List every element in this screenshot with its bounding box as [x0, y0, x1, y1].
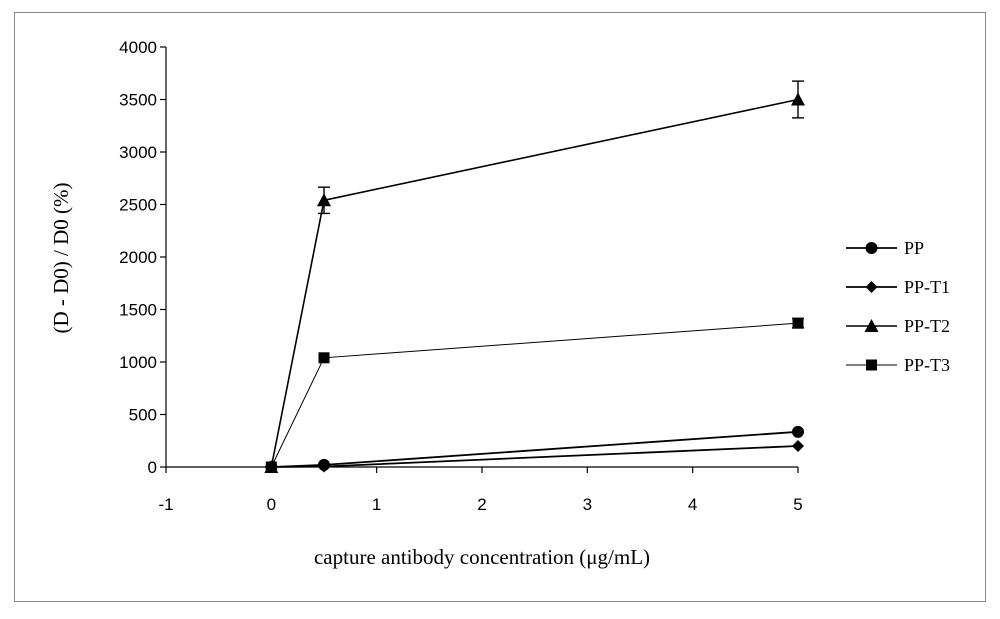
y-tick-label: 3000: [119, 143, 157, 162]
legend-marker-circle: [865, 242, 878, 254]
y-tick-label: 2500: [119, 196, 157, 215]
series-line: [270, 98, 799, 468]
x-tick-label: 3: [583, 495, 592, 514]
data-point-square: [318, 352, 330, 364]
legend-label: PP-T3: [904, 355, 950, 375]
series-pp-t1: [265, 440, 804, 473]
data-point-triangle: [791, 92, 805, 106]
x-tick-label: 1: [372, 495, 381, 514]
data-point-triangle: [317, 193, 331, 207]
series-layer: [264, 80, 805, 473]
x-tick-label: 0: [267, 495, 276, 514]
x-axis-title: capture antibody concentration (μg/mL): [314, 545, 650, 569]
legend-entry-pp-t3: PP-T3: [846, 355, 950, 375]
legend-entry-pp: PP: [846, 238, 924, 258]
legend-label: PP-T1: [904, 277, 950, 297]
data-point-circle: [792, 425, 804, 438]
legend-label: PP: [904, 238, 924, 258]
x-tick-label: 4: [688, 495, 697, 514]
legend-marker-diamond: [865, 281, 878, 293]
x-tick-label: 2: [477, 495, 486, 514]
data-point-diamond: [792, 440, 804, 452]
x-tick-label: 5: [793, 495, 802, 514]
series-line: [270, 322, 799, 468]
data-point-diamond: [318, 460, 330, 473]
y-tick-label: 500: [129, 406, 157, 425]
y-axis-title: (D - D0) / D0 (%): [49, 182, 73, 333]
y-tick-label: 0: [148, 458, 157, 477]
legend-marker-square: [866, 359, 877, 371]
y-tick-label: 1500: [119, 301, 157, 320]
series-pp-t2: [264, 80, 805, 473]
y-tick-label: 4000: [119, 38, 157, 57]
chart-frame: [14, 12, 986, 602]
legend-marker-triangle: [864, 319, 879, 332]
legend: PP PP-T1 PP-T2 PP-T3: [846, 238, 950, 375]
legend-entry-pp-t1: PP-T1: [846, 277, 950, 297]
y-tick-label: 3500: [119, 91, 157, 110]
y-tick-label: 1000: [119, 353, 157, 372]
legend-label: PP-T2: [904, 316, 950, 336]
x-tick-label: -1: [158, 495, 173, 514]
legend-entry-pp-t2: PP-T2: [846, 316, 950, 336]
data-point-square: [792, 317, 804, 329]
data-point-square: [265, 461, 277, 473]
series-pp-t3: [265, 317, 804, 473]
y-tick-label: 2000: [119, 248, 157, 267]
